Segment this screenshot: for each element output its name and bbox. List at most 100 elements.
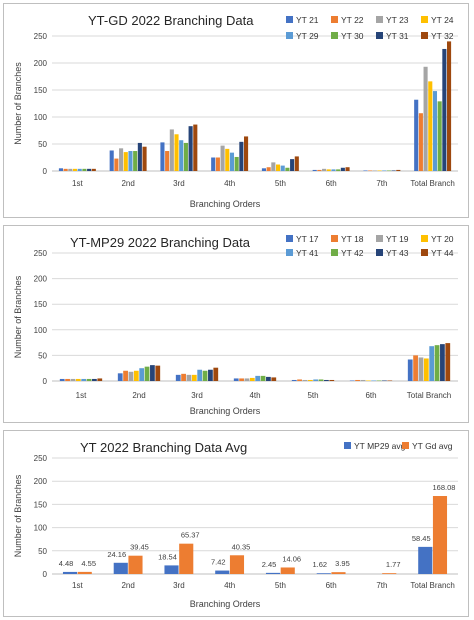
bar-yt-18-2nd	[123, 370, 128, 381]
bar-yt-32-5th	[294, 156, 299, 171]
bar-yt-17-4th	[233, 378, 239, 381]
legend-swatch-yt-42	[331, 249, 338, 256]
bar-yt-22-3rd	[165, 151, 170, 171]
bar-yt-30-2nd	[133, 151, 138, 171]
bar-yt-31-4th	[239, 141, 244, 171]
y-axis-label: Number of Branches	[13, 474, 23, 557]
legend-label-yt-mp29-avg: YT MP29 avg	[354, 441, 406, 451]
bar-yt-gd-avg-1st	[77, 571, 92, 574]
bar-yt-21-1st	[58, 168, 63, 171]
bar-yt-32-7th	[396, 169, 401, 171]
legend-swatch-yt-20	[421, 235, 428, 242]
bar-yt-22-5th	[266, 167, 271, 171]
data-label: 168.08	[433, 483, 456, 492]
x-tick-label: 2nd	[121, 179, 134, 188]
bar-yt-31-6th	[340, 167, 345, 171]
data-label: 1.77	[386, 560, 401, 569]
bar-yt-24-7th	[377, 170, 382, 171]
bar-yt-29-total-branch	[432, 91, 438, 171]
legend-swatch-yt-18	[331, 235, 338, 242]
bar-yt-17-1st	[59, 378, 65, 381]
y-tick-label: 200	[34, 59, 48, 68]
bar-yt-43-3rd	[208, 369, 213, 381]
bar-yt-19-1st	[70, 378, 76, 381]
bar-yt-gd-avg-4th	[229, 555, 245, 574]
bar-yt-44-3rd	[213, 367, 219, 381]
bar-yt-17-3rd	[175, 374, 181, 381]
bar-yt-18-3rd	[181, 373, 186, 381]
bar-yt-31-5th	[290, 159, 295, 171]
legend-swatch-yt-32	[421, 32, 428, 39]
bar-yt-19-total-branch	[418, 357, 424, 381]
bar-yt-41-total-branch	[429, 346, 435, 381]
bar-yt-mp29-avg-2nd	[113, 562, 128, 574]
bar-yt-22-4th	[215, 157, 220, 171]
bar-yt-41-2nd	[139, 368, 145, 381]
bar-yt-31-2nd	[137, 142, 142, 171]
x-tick-label: 5th	[275, 179, 286, 188]
x-tick-label: 7th	[376, 179, 387, 188]
bar-yt-44-1st	[97, 378, 103, 381]
chart-yt-mp29: YT-MP29 2022 Branching Data 0 50 100 150 200 2…	[13, 234, 458, 416]
legend-swatch-yt-31	[376, 32, 383, 39]
bar-yt-22-6th	[317, 169, 322, 171]
bar-yt-44-4th	[271, 377, 277, 381]
y-tick-label: 150	[34, 500, 48, 509]
x-tick-label: 4th	[249, 391, 260, 400]
bar-yt-18-6th	[355, 379, 360, 381]
x-tick-label: 2nd	[132, 391, 145, 400]
y-tick-label: 0	[43, 377, 48, 386]
legend-label-yt-19: YT 19	[386, 234, 409, 244]
bar-yt-31-1st	[87, 168, 92, 171]
data-label: 4.48	[59, 559, 74, 568]
bar-yt-42-6th	[376, 380, 382, 381]
bar-yt-42-5th	[318, 379, 324, 381]
data-label: 4.55	[81, 559, 96, 568]
bar-yt-24-3rd	[174, 134, 179, 171]
legend-swatch-yt-41	[286, 249, 293, 256]
bar-yt-43-6th	[382, 380, 387, 381]
bar-yt-18-5th	[297, 379, 302, 381]
y-tick-label: 0	[43, 167, 48, 176]
bar-yt-29-7th	[382, 170, 387, 171]
bar-yt-44-total-branch	[445, 343, 451, 381]
y-tick-label: 100	[34, 113, 48, 122]
legend-label-yt-21: YT 21	[296, 15, 319, 25]
bar-yt-24-total-branch	[428, 81, 433, 171]
bar-yt-30-total-branch	[437, 101, 442, 171]
y-tick-label: 50	[38, 140, 47, 149]
bar-yt-31-7th	[391, 170, 396, 171]
x-axis-label: Branching Orders	[190, 199, 261, 209]
bar-yt-23-6th	[322, 168, 327, 171]
legend-swatch-yt-17	[286, 235, 293, 242]
y-tick-label: 150	[34, 86, 48, 95]
bar-yt-23-total-branch	[423, 66, 428, 171]
data-label: 40.35	[232, 542, 251, 551]
bar-yt-17-2nd	[117, 373, 123, 381]
bar-yt-22-1st	[63, 168, 68, 171]
bar-yt-19-2nd	[128, 371, 134, 381]
legend-label-yt-20: YT 20	[431, 234, 454, 244]
bar-yt-24-2nd	[123, 152, 128, 171]
data-label: 39.45	[130, 543, 149, 552]
bar-yt-20-total-branch	[423, 358, 429, 381]
bar-yt-24-1st	[72, 168, 78, 171]
y-tick-label: 200	[34, 275, 48, 284]
bar-yt-gd-avg-3rd	[179, 543, 194, 574]
legend-swatch-yt-mp29-avg	[344, 442, 351, 449]
x-tick-label: 3rd	[173, 179, 185, 188]
bar-yt-20-4th	[249, 377, 255, 381]
legend-swatch-yt-22	[331, 16, 338, 23]
bar-yt-21-5th	[261, 168, 266, 171]
bar-yt-29-1st	[77, 168, 82, 171]
legend-label-yt-17: YT 17	[296, 234, 319, 244]
legend-label-yt-44: YT 44	[431, 248, 454, 258]
bar-yt-18-4th	[239, 378, 244, 381]
y-tick-label: 50	[38, 351, 47, 360]
data-label: 58.45	[412, 534, 431, 543]
bar-yt-30-7th	[386, 170, 391, 171]
data-label: 14.06	[282, 554, 301, 563]
bar-yt-21-7th	[363, 170, 368, 171]
bar-yt-18-1st	[65, 378, 70, 381]
bar-yt-23-3rd	[169, 129, 174, 171]
